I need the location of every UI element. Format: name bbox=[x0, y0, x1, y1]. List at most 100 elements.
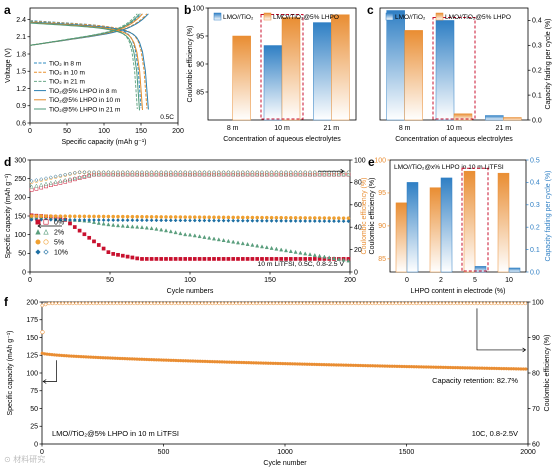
ce-point-2% bbox=[293, 172, 298, 177]
capacity-point-10% bbox=[293, 219, 298, 223]
ce-point-2% bbox=[269, 172, 274, 177]
capacity-point-10% bbox=[346, 219, 351, 224]
capacity-point-0% bbox=[87, 235, 92, 240]
plot-frame bbox=[389, 159, 527, 273]
capacity-point-0% bbox=[96, 243, 101, 247]
ce-point-2% bbox=[149, 172, 154, 177]
y-tick-label: 125 bbox=[26, 353, 38, 360]
ce-point-2% bbox=[130, 172, 135, 177]
capacity-point-5% bbox=[197, 215, 202, 220]
capacity-point-2% bbox=[192, 233, 197, 238]
legend-swatch-tio2 bbox=[385, 12, 394, 21]
ce-point bbox=[231, 301, 235, 306]
x-tick-label: 5 bbox=[473, 277, 477, 284]
ce-point bbox=[326, 301, 330, 306]
ce-point bbox=[169, 301, 174, 306]
capacity-point-5% bbox=[188, 215, 192, 219]
capacity-point-2% bbox=[216, 237, 221, 242]
capacity-point-10% bbox=[279, 218, 284, 223]
ce-point bbox=[234, 301, 238, 306]
y-tick-label: 0.0 bbox=[532, 117, 542, 124]
ce-point-2% bbox=[327, 172, 332, 177]
x-tick-label: 200 bbox=[172, 128, 184, 135]
capacity-point-2% bbox=[178, 231, 183, 236]
ce-point bbox=[509, 301, 514, 306]
ce-point-10% bbox=[245, 170, 250, 175]
capacity-point-5% bbox=[274, 215, 279, 220]
capacity-point-0% bbox=[149, 257, 154, 261]
capacity-point-0% bbox=[303, 257, 308, 261]
capacity-point-5% bbox=[207, 215, 212, 220]
ce-point bbox=[251, 301, 255, 306]
ce-point bbox=[516, 301, 521, 306]
ce-point-2% bbox=[135, 172, 140, 177]
capacity-point-5% bbox=[125, 214, 130, 219]
y-tick-label: 1.5 bbox=[16, 69, 26, 76]
ce-point-2% bbox=[216, 172, 221, 177]
legend-swatch-lhpo bbox=[435, 12, 444, 21]
x-tick-label: 150 bbox=[135, 128, 147, 135]
capacity-point-0% bbox=[231, 257, 236, 261]
ce-point-10% bbox=[207, 170, 212, 175]
y-tick-label: 0 bbox=[22, 269, 26, 276]
ce-point-2% bbox=[279, 172, 284, 177]
ce-point bbox=[190, 301, 194, 306]
ce-point-10% bbox=[96, 170, 101, 175]
arrow-head bbox=[42, 379, 47, 384]
capacity-point-5% bbox=[202, 215, 207, 220]
bar-ce-10 bbox=[497, 172, 510, 273]
ce-point bbox=[128, 301, 133, 306]
ce-point bbox=[377, 301, 381, 306]
ce-point-10% bbox=[250, 170, 255, 175]
x-tick-label: 50 bbox=[106, 277, 114, 284]
y-tick-label: 250 bbox=[14, 176, 26, 183]
ce-point bbox=[380, 301, 385, 306]
ce-point-10% bbox=[236, 170, 240, 175]
ce-point bbox=[271, 301, 276, 306]
x-axis-label: Concentration of aqueous electrolytes bbox=[395, 136, 513, 143]
y-tick-label: 90 bbox=[196, 61, 204, 68]
capacity-point-5% bbox=[250, 215, 255, 220]
ce-point-10% bbox=[72, 170, 77, 175]
capacity-point-0% bbox=[226, 257, 231, 261]
ce-point bbox=[265, 301, 269, 306]
ce-point-2% bbox=[197, 172, 202, 177]
x-tick-label: 100 bbox=[184, 277, 196, 284]
panel-label-f: f bbox=[4, 295, 9, 309]
capacity-point-10% bbox=[336, 219, 341, 224]
ce-point-2% bbox=[173, 172, 178, 177]
capacity-point-0% bbox=[140, 257, 144, 261]
capacity-point-10% bbox=[264, 218, 269, 223]
ce-point-10% bbox=[77, 170, 82, 175]
capacity-point-10% bbox=[58, 217, 63, 222]
ce-point-10% bbox=[29, 179, 34, 183]
capacity-point-10% bbox=[255, 218, 260, 223]
capacity-point-2% bbox=[346, 258, 351, 263]
ce-point bbox=[183, 301, 187, 306]
y-tick-label: 1.8 bbox=[16, 51, 26, 58]
y-tick-label: 150 bbox=[14, 213, 26, 220]
ce-point-10% bbox=[149, 170, 154, 175]
y-tick-label: 200 bbox=[14, 195, 26, 202]
ce-point bbox=[486, 301, 490, 306]
ce-point bbox=[411, 301, 415, 306]
ce-point-2% bbox=[331, 172, 337, 177]
ce-point bbox=[492, 301, 497, 306]
capacity-point-2% bbox=[288, 248, 293, 253]
bar-fading-5 bbox=[474, 266, 487, 273]
ce-point bbox=[196, 301, 201, 306]
y-tick-label: 0.3 bbox=[530, 202, 540, 209]
panel-label-a: a bbox=[4, 3, 11, 17]
capacity-point-0% bbox=[183, 257, 188, 261]
ce-point bbox=[431, 301, 436, 306]
ce-point-10% bbox=[39, 177, 44, 182]
ce-point-first bbox=[40, 330, 45, 335]
ce-point-2% bbox=[82, 174, 87, 179]
legend-marker bbox=[43, 249, 49, 255]
ce-point bbox=[401, 301, 405, 306]
ce-point-2% bbox=[298, 172, 303, 177]
ce-point bbox=[428, 301, 432, 306]
ce-point bbox=[455, 301, 460, 306]
capacity-point-0% bbox=[72, 225, 77, 229]
capacity-point-10% bbox=[240, 218, 245, 223]
